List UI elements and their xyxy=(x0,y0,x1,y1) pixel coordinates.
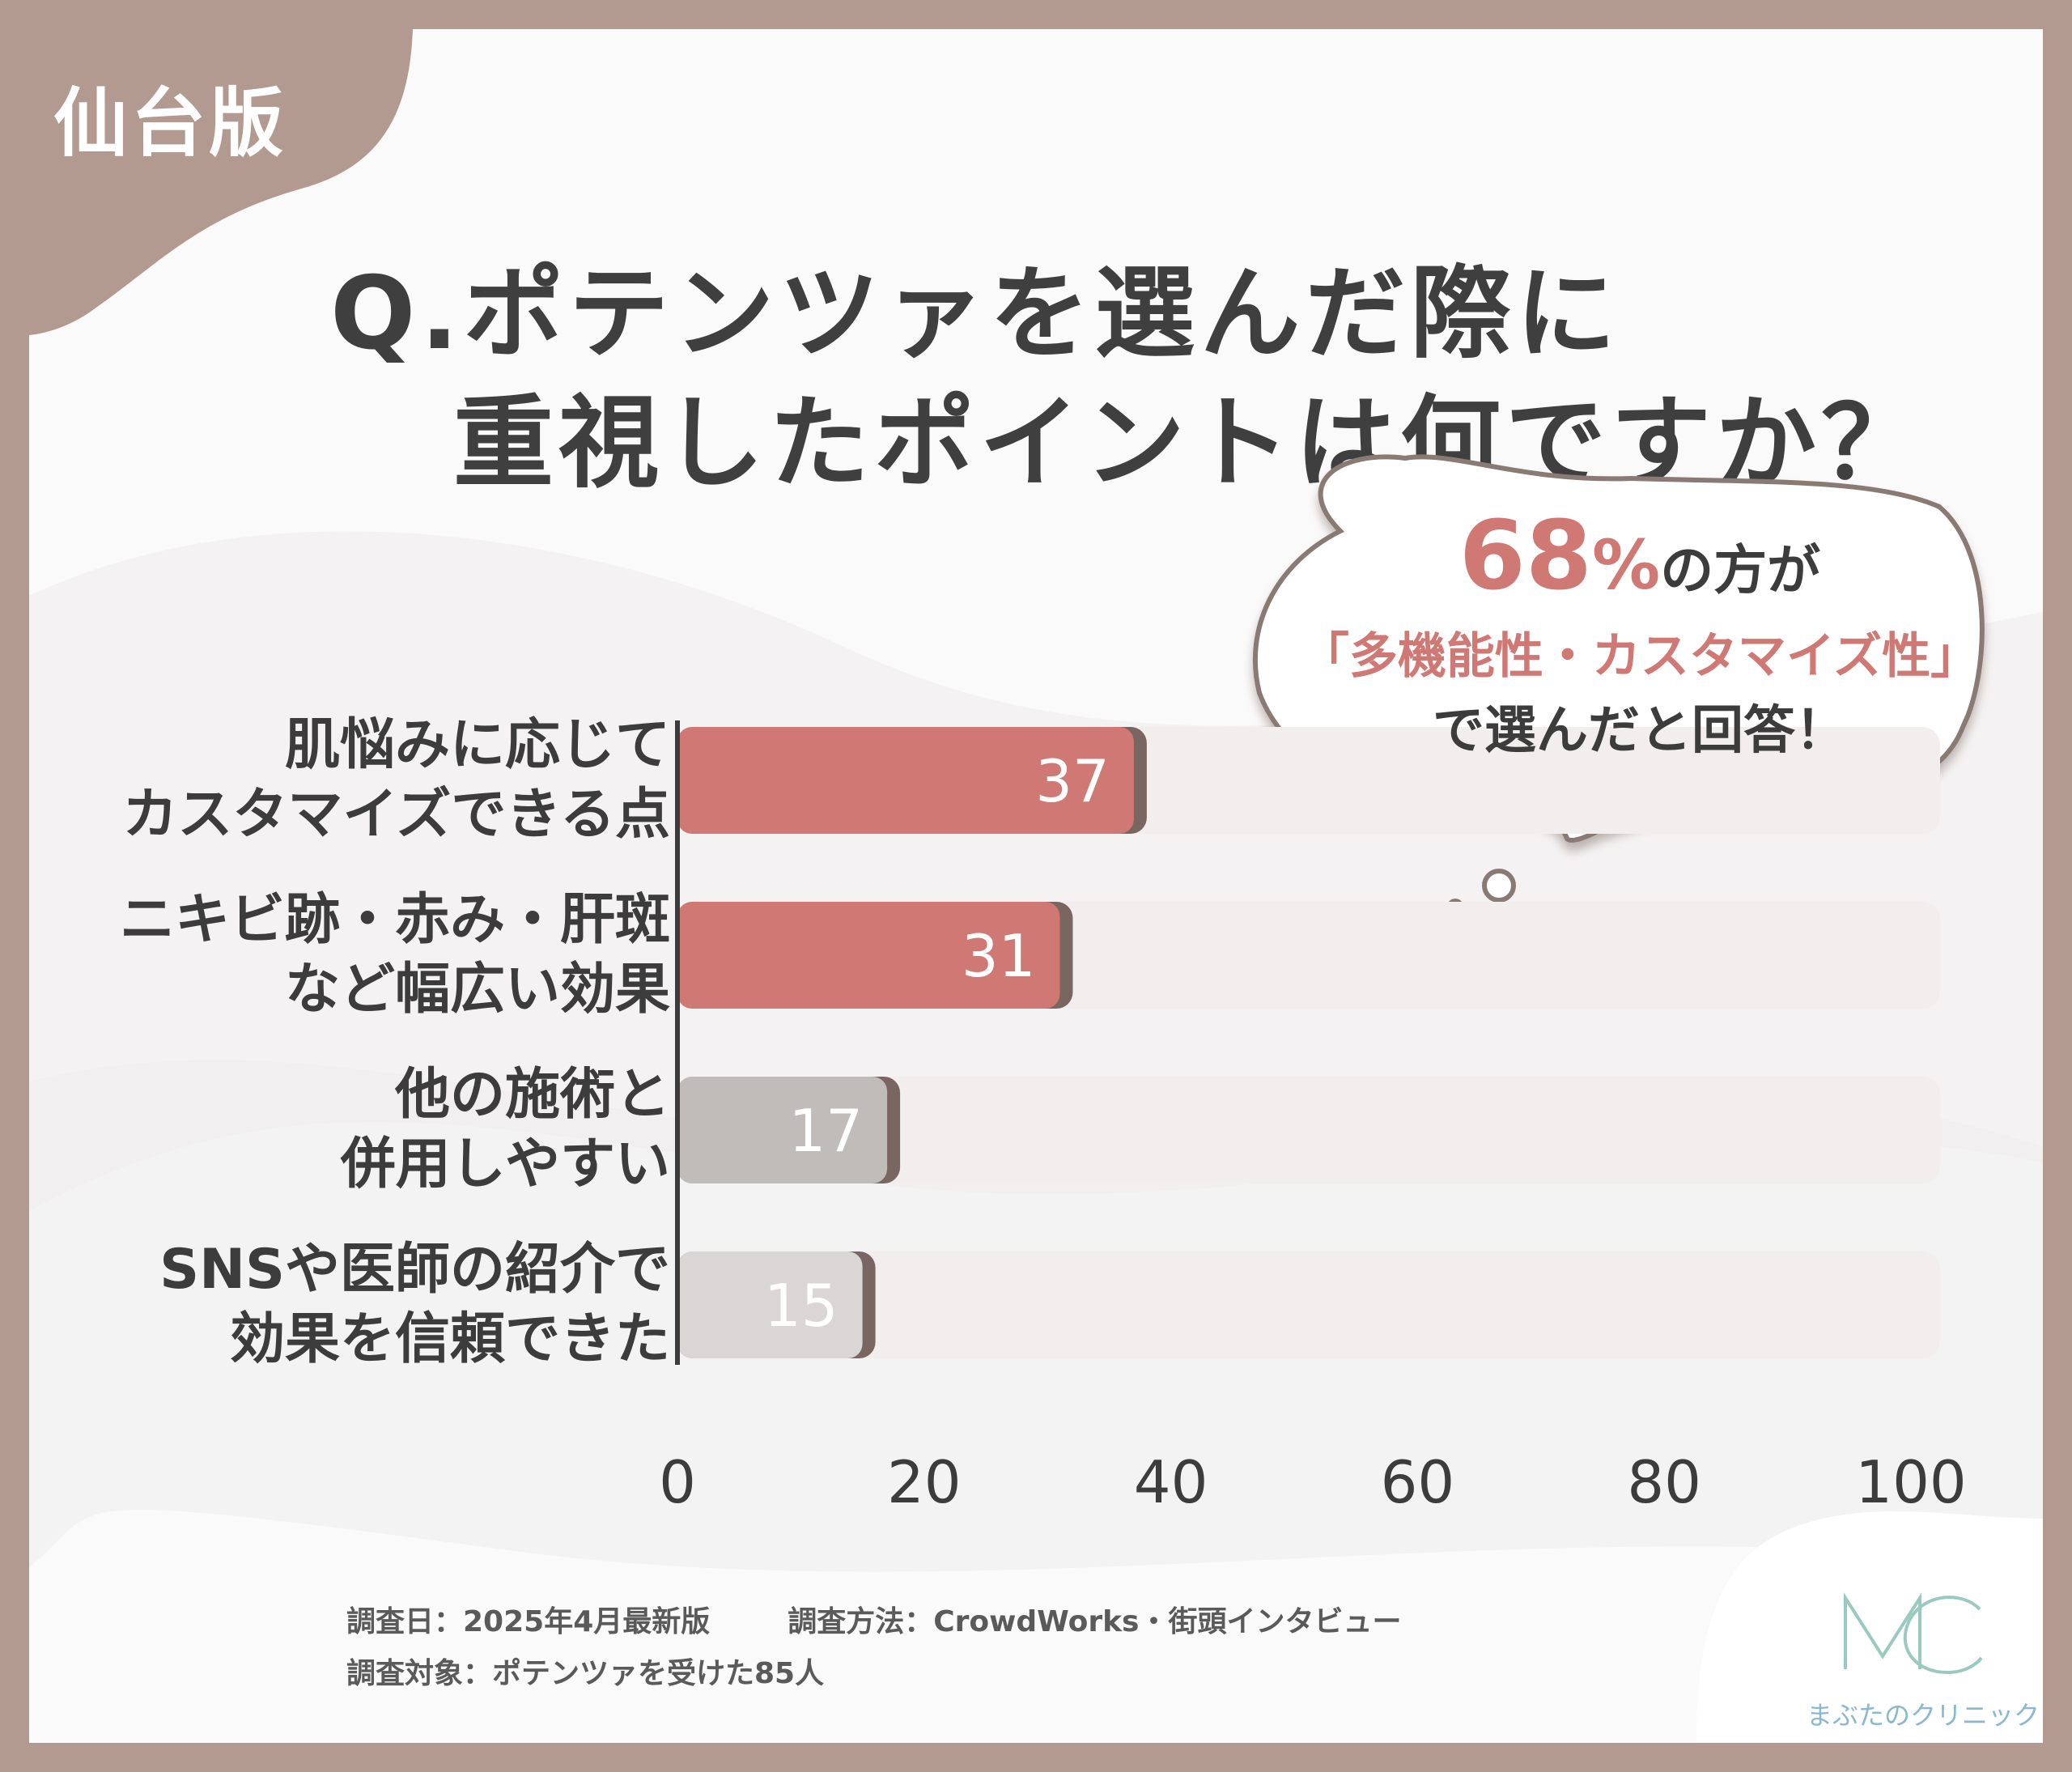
corner-decoration xyxy=(29,29,413,335)
x-tick-label: 40 xyxy=(1134,1448,1208,1516)
category-label-line: SNSや医師の紹介で xyxy=(159,1238,670,1302)
category-label-line: 他の施術と xyxy=(394,1063,670,1127)
value-label: 17 xyxy=(788,1097,863,1165)
survey-subject: 調査対象：ポテンツァを受けた85人 xyxy=(346,1657,825,1690)
category-label-line: ニキビ跡・赤み・肝斑 xyxy=(119,888,670,952)
callout-highlight: 「多機能性・カスタマイズ性」 xyxy=(1300,628,1980,685)
category-label-line: 肌悩みに応じて xyxy=(284,713,670,777)
clinic-brand-name: まぶたのクリニック xyxy=(1806,1700,2040,1731)
value-label: 37 xyxy=(1035,747,1110,815)
footer-row-1: 調査日：2025年4月最新版 調査方法：CrowdWorks・街頭インタビュー xyxy=(346,1598,1479,1640)
callout-percent: 68 xyxy=(1458,499,1593,611)
x-tick-label: 60 xyxy=(1381,1448,1455,1516)
value-label: 31 xyxy=(962,922,1036,990)
callout-tail-dot-large xyxy=(1482,869,1516,903)
bar xyxy=(677,1251,863,1358)
bar-track xyxy=(677,1251,1940,1358)
x-tick-label: 20 xyxy=(887,1448,962,1516)
category-label: 他の施術と 併用しやすい xyxy=(55,1060,670,1200)
bar xyxy=(677,902,1060,1009)
bar xyxy=(677,1077,888,1183)
category-label-line: 効果を信頼できた xyxy=(229,1307,670,1371)
callout-percent-sign: % xyxy=(1592,525,1661,605)
x-tick-label: 100 xyxy=(1855,1448,1966,1516)
survey-method: 調査方法：CrowdWorks・街頭インタビュー xyxy=(788,1605,1402,1638)
bar xyxy=(677,727,1134,834)
category-label-line: など幅広い効果 xyxy=(284,958,670,1022)
survey-date: 調査日：2025年4月最新版 xyxy=(346,1605,711,1638)
category-label-line: カスタマイズできる点 xyxy=(122,783,670,847)
footer-row-2: 調査対象：ポテンツァを受けた85人 xyxy=(346,1650,902,1692)
callout-text: 68%の方が 「多機能性・カスタマイズ性」 で選んだと回答！ xyxy=(1243,507,2036,768)
bar-chart: 37 31 17 15 0 20 40 60 80 100 xyxy=(659,454,1985,1516)
bar-track xyxy=(677,1077,1940,1183)
question-title-line-1: Q.ポテンツァを選んだ際に xyxy=(330,256,1621,372)
x-tick-label: 80 xyxy=(1627,1448,1701,1516)
category-label: 肌悩みに応じて カスタマイズできる点 xyxy=(55,711,670,850)
value-label: 15 xyxy=(764,1272,839,1340)
callout-line1-rest: の方が xyxy=(1660,539,1821,601)
infographic-card: 仙台版 Q.ポテンツァを選んだ際に 重視したポイントは何ですか？ 37 31 17 1… xyxy=(29,29,2043,1743)
callout-answer: で選んだと回答！ xyxy=(1433,701,1847,761)
category-label-line: 併用しやすい xyxy=(340,1132,670,1196)
category-label: SNSや医師の紹介で 効果を信頼できた xyxy=(55,1235,670,1375)
category-label: ニキビ跡・赤み・肝斑 など幅広い効果 xyxy=(55,886,670,1025)
x-tick-label: 0 xyxy=(659,1448,696,1516)
region-badge: 仙台版 xyxy=(53,80,287,167)
